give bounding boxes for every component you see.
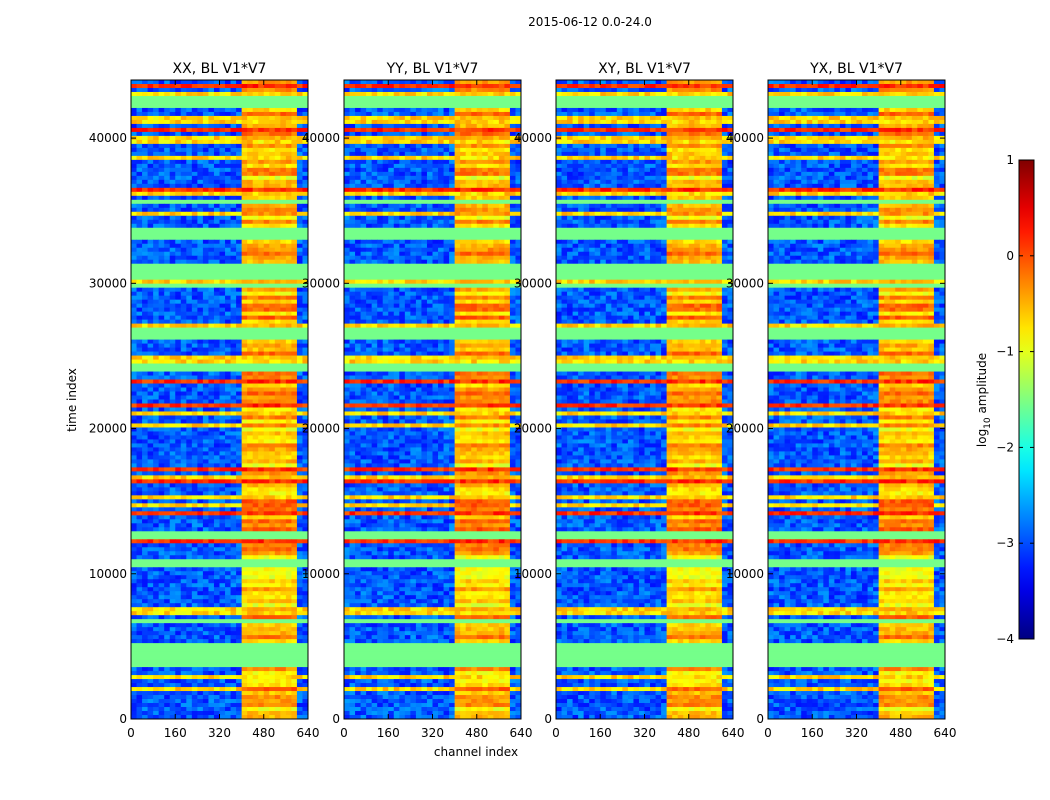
x-tick-label: 0: [127, 726, 135, 740]
x-tick-label: 160: [801, 726, 824, 740]
y-tick-label: 10000: [726, 567, 764, 581]
x-tick-label: 640: [934, 726, 957, 740]
colorbar-tick-label: −1: [996, 345, 1014, 359]
colorbar-tick-label: 0: [1006, 249, 1014, 263]
y-tick-label: 30000: [726, 276, 764, 290]
y-tick-label: 40000: [89, 131, 127, 145]
heatmap-image: [556, 80, 733, 719]
x-tick-label: 480: [252, 726, 275, 740]
colorbar-label: log10 amplitude: [975, 353, 993, 447]
colorbar-tick-label: 1: [1006, 153, 1014, 167]
x-tick-label: 640: [722, 726, 745, 740]
x-tick-label: 320: [208, 726, 231, 740]
x-tick-label: 0: [340, 726, 348, 740]
x-tick-label: 160: [589, 726, 612, 740]
panel-2: YY, BL V1*V7 0 160 320 480 640 0 10000 20000 3000…: [302, 61, 533, 740]
x-tick-label: 320: [845, 726, 868, 740]
panels-group: XX, BL V1*V7 0 160 320 480 640 0 10000 20000 3000…: [89, 61, 957, 740]
colorbar-tick-label: −2: [996, 440, 1014, 454]
y-tick-label: 0: [756, 712, 764, 726]
y-tick-label: 30000: [89, 276, 127, 290]
x-tick-label: 480: [889, 726, 912, 740]
y-tick-label: 0: [332, 712, 340, 726]
y-tick-label: 30000: [514, 276, 552, 290]
heatmap-image: [344, 80, 521, 719]
figure-title: 2015-06-12 0.0-24.0: [528, 15, 652, 29]
x-tick-label: 0: [552, 726, 560, 740]
y-tick-label: 30000: [302, 276, 340, 290]
heatmap-image: [768, 80, 945, 719]
y-tick-label: 20000: [514, 422, 552, 436]
panel-title: YX, BL V1*V7: [809, 61, 903, 77]
y-tick-label: 0: [119, 712, 127, 726]
colorbar: −4 −3 −2 −1 0 1 log10 amplitude: [975, 153, 1035, 646]
panel-4: YX, BL V1*V7 0 160 320 480 640 0 10000 20000 3000…: [726, 61, 957, 740]
x-tick-label: 160: [164, 726, 187, 740]
panel-title: XY, BL V1*V7: [598, 61, 691, 77]
x-tick-label: 640: [297, 726, 320, 740]
y-tick-label: 20000: [302, 422, 340, 436]
panel-1: XX, BL V1*V7 0 160 320 480 640 0 10000 20000 3000…: [89, 61, 320, 740]
y-tick-label: 10000: [89, 567, 127, 581]
x-tick-label: 640: [510, 726, 533, 740]
x-tick-label: 160: [377, 726, 400, 740]
y-tick-label: 0: [544, 712, 552, 726]
y-tick-label: 10000: [302, 567, 340, 581]
x-tick-label: 480: [465, 726, 488, 740]
y-tick-label: 20000: [726, 422, 764, 436]
x-tick-label: 320: [421, 726, 444, 740]
x-axis-label: channel index: [434, 745, 518, 759]
y-tick-label: 40000: [302, 131, 340, 145]
colorbar-tick-label: −3: [996, 536, 1014, 550]
x-tick-label: 320: [633, 726, 656, 740]
x-tick-label: 0: [764, 726, 772, 740]
y-tick-label: 40000: [514, 131, 552, 145]
panel-title: XX, BL V1*V7: [173, 61, 267, 77]
panel-title: YY, BL V1*V7: [386, 61, 479, 77]
x-tick-label: 480: [677, 726, 700, 740]
y-tick-label: 20000: [89, 422, 127, 436]
heatmap-image: [131, 80, 308, 719]
y-tick-label: 40000: [726, 131, 764, 145]
y-tick-label: 10000: [514, 567, 552, 581]
y-axis-label: time index: [65, 368, 79, 432]
colorbar-gradient: [1018, 159, 1035, 640]
colorbar-tick-label: −4: [996, 632, 1014, 646]
panel-3: XY, BL V1*V7 0 160 320 480 640 0 10000 20000 3000…: [514, 61, 745, 740]
